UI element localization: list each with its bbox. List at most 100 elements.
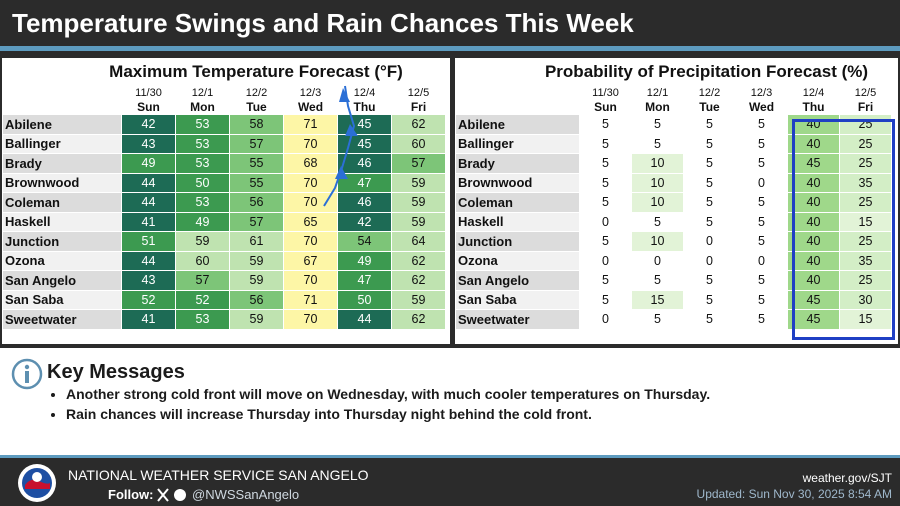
- value-cell: 51: [122, 232, 175, 251]
- row-label: Coleman: [3, 193, 121, 212]
- value-cell: 0: [632, 251, 683, 270]
- row-label: San Saba: [3, 290, 121, 309]
- value-cell: 0: [580, 310, 631, 329]
- value-cell: 70: [284, 271, 337, 290]
- row-label: Sweetwater: [3, 310, 121, 329]
- value-cell: 45: [788, 290, 839, 309]
- value-cell: 45: [338, 115, 391, 134]
- value-cell: 40: [788, 173, 839, 192]
- website: weather.gov/SJT: [802, 471, 892, 485]
- corner-cell: [456, 86, 579, 114]
- value-cell: 5: [580, 134, 631, 153]
- precip-table: 11/30 Sun 12/1 Mon 12/2 Tue 12/3 Wed 12/4 Thu 12/5…: [455, 85, 892, 330]
- value-cell: 5: [736, 134, 787, 153]
- value-cell: 5: [736, 154, 787, 173]
- value-cell: 58: [230, 115, 283, 134]
- row-label: Junction: [456, 232, 579, 251]
- column-date: 12/2: [698, 87, 721, 99]
- table-row: Ozona 0 0 0 0 40 35: [456, 251, 891, 270]
- value-cell: 10: [632, 154, 683, 173]
- value-cell: 15: [840, 310, 891, 329]
- value-cell: 5: [580, 115, 631, 134]
- table-row: San Saba 52 52 56 71 50 59: [3, 290, 445, 309]
- value-cell: 61: [230, 232, 283, 251]
- title-bar: Temperature Swings and Rain Chances This…: [0, 0, 900, 51]
- temperature-table: 11/30 Sun 12/1 Mon 12/2 Tue 12/3 Wed 12/4 Thu 12/5…: [2, 85, 446, 330]
- table-row: Brady 49 53 55 68 46 57: [3, 154, 445, 173]
- value-cell: 50: [338, 290, 391, 309]
- value-cell: 5: [580, 154, 631, 173]
- value-cell: 0: [684, 232, 735, 251]
- column-day: Wed: [748, 100, 775, 114]
- value-cell: 40: [788, 212, 839, 231]
- column-day: Thu: [802, 100, 825, 114]
- value-cell: 43: [122, 271, 175, 290]
- value-cell: 70: [284, 134, 337, 153]
- column-header: 11/30 Sun: [122, 86, 175, 114]
- value-cell: 0: [684, 251, 735, 270]
- updated-time: Updated: Sun Nov 30, 2025 8:54 AM: [696, 487, 892, 501]
- value-cell: 35: [840, 251, 891, 270]
- info-icon: [11, 358, 43, 390]
- table-row: Brownwood 44 50 55 70 47 59: [3, 173, 445, 192]
- value-cell: 5: [684, 173, 735, 192]
- table-row: Abilene 42 53 58 71 45 62: [3, 115, 445, 134]
- column-header: 12/2 Tue: [684, 86, 735, 114]
- row-label: Ballinger: [3, 134, 121, 153]
- column-date: 12/4: [353, 87, 376, 99]
- column-day: Tue: [246, 100, 267, 114]
- nws-logo: [18, 464, 56, 502]
- column-date: 12/1: [646, 87, 669, 99]
- value-cell: 40: [788, 271, 839, 290]
- column-day: Sun: [137, 100, 160, 114]
- key-messages-title: Key Messages: [47, 361, 185, 383]
- row-label: Brownwood: [456, 173, 579, 192]
- value-cell: 25: [840, 154, 891, 173]
- value-cell: 49: [176, 212, 229, 231]
- value-cell: 47: [338, 173, 391, 192]
- highlight-box: [792, 119, 895, 340]
- table-row: Sweetwater 0 5 5 5 45 15: [456, 310, 891, 329]
- value-cell: 5: [580, 271, 631, 290]
- column-day: Fri: [410, 100, 427, 114]
- footer: NATIONAL WEATHER SERVICE SAN ANGELO Foll…: [0, 455, 900, 506]
- value-cell: 59: [392, 290, 445, 309]
- column-day: Tue: [699, 100, 720, 114]
- value-cell: 30: [840, 290, 891, 309]
- row-label: Ozona: [456, 251, 579, 270]
- table-row: San Saba 5 15 5 5 45 30: [456, 290, 891, 309]
- value-cell: 49: [122, 154, 175, 173]
- value-cell: 44: [122, 173, 175, 192]
- value-cell: 57: [230, 134, 283, 153]
- column-date: 12/1: [191, 87, 214, 99]
- value-cell: 5: [580, 290, 631, 309]
- column-header: 12/1 Mon: [176, 86, 229, 114]
- value-cell: 5: [684, 212, 735, 231]
- value-cell: 43: [122, 134, 175, 153]
- temperature-panel: Maximum Temperature Forecast (°F) 11/30 S…: [2, 58, 450, 344]
- value-cell: 62: [392, 271, 445, 290]
- value-cell: 59: [176, 232, 229, 251]
- value-cell: 45: [788, 154, 839, 173]
- value-cell: 5: [736, 310, 787, 329]
- row-label: Brownwood: [3, 173, 121, 192]
- column-day: Fri: [857, 100, 874, 114]
- row-label: Junction: [3, 232, 121, 251]
- value-cell: 52: [122, 290, 175, 309]
- table-row: Brownwood 5 10 5 0 40 35: [456, 173, 891, 192]
- value-cell: 56: [230, 193, 283, 212]
- table-row: Sweetwater 41 53 59 70 44 62: [3, 310, 445, 329]
- value-cell: 25: [840, 232, 891, 251]
- row-label: Sweetwater: [456, 310, 579, 329]
- value-cell: 46: [338, 193, 391, 212]
- column-date: 12/3: [750, 87, 773, 99]
- value-cell: 5: [684, 271, 735, 290]
- column-day: Sun: [594, 100, 617, 114]
- column-date: 11/30: [592, 87, 619, 99]
- value-cell: 42: [338, 212, 391, 231]
- value-cell: 15: [840, 212, 891, 231]
- value-cell: 5: [684, 310, 735, 329]
- value-cell: 70: [284, 193, 337, 212]
- row-label: San Angelo: [456, 271, 579, 290]
